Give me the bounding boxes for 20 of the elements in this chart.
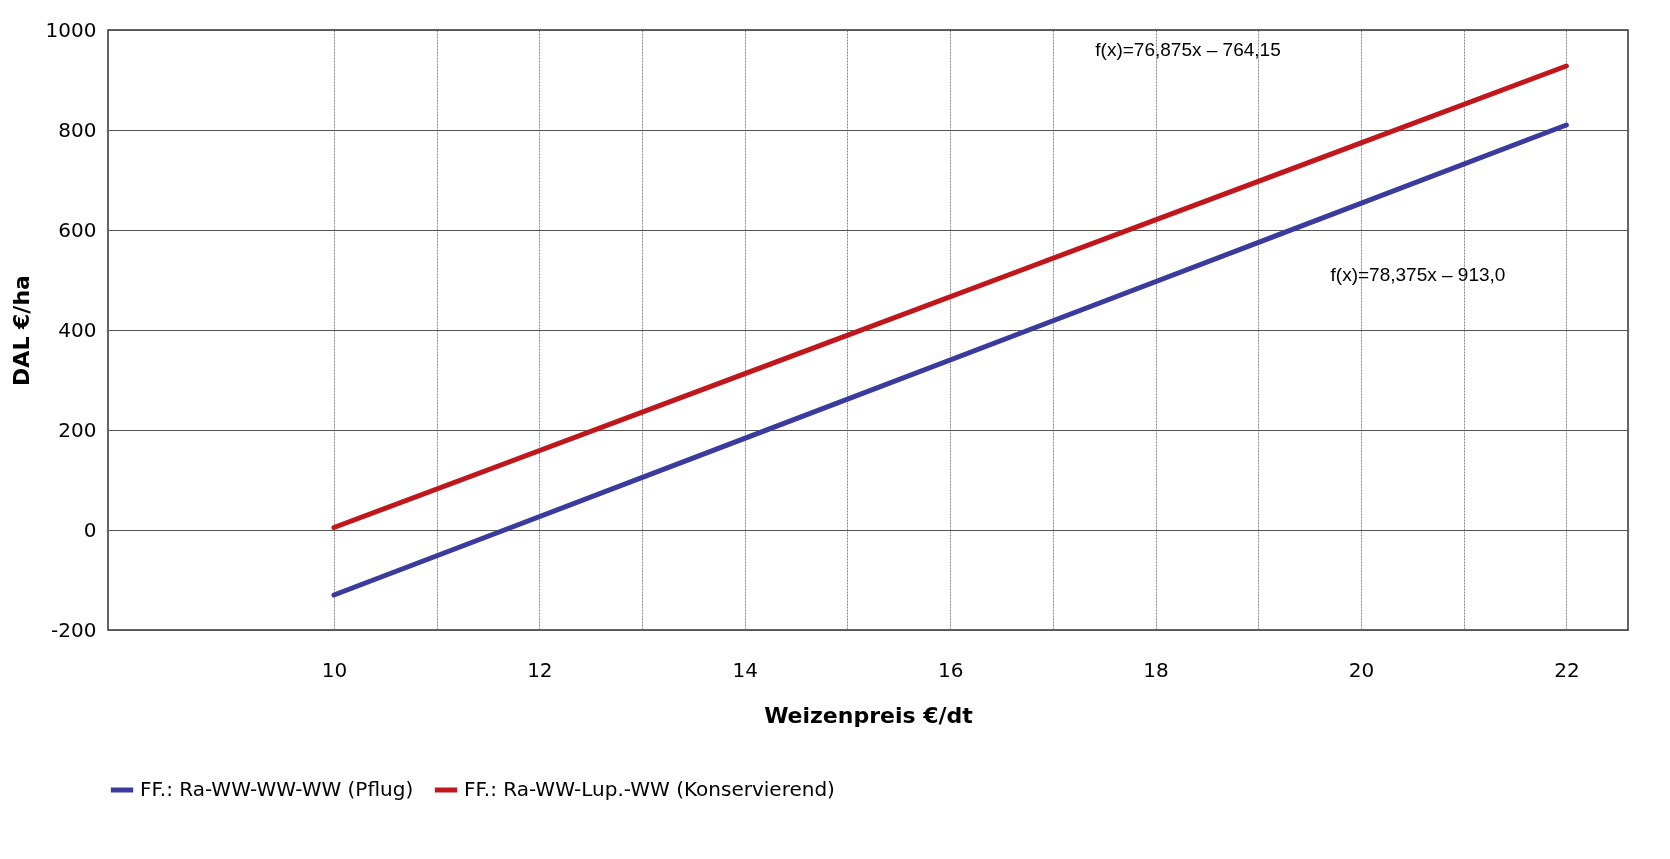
y-axis-title: DAL €/ha [8, 275, 34, 386]
x-tick-label: 16 [937, 657, 964, 682]
y-tick-label: 400 [58, 317, 97, 342]
annotation: f(x)=78,375x – 913,0 [1330, 264, 1506, 285]
x-axis-title: Weizenpreis €/dt [764, 702, 974, 728]
y-tick-label: 200 [58, 417, 97, 442]
x-tick-label: 20 [1348, 657, 1375, 682]
x-tick-label: 14 [732, 657, 758, 682]
x-tick-label: 12 [527, 657, 553, 682]
legend-label: FF.: Ra-WW-Lup.-WW (Konservierend) [464, 777, 835, 801]
x-tick-label: 22 [1554, 657, 1580, 682]
y-tick-label: -200 [51, 617, 97, 642]
legend-label: FF.: Ra-WW-WW-WW (Pflug) [140, 777, 414, 801]
y-tick-label: 1000 [45, 17, 97, 42]
annotation: f(x)=76,875x – 764,15 [1095, 39, 1281, 60]
y-tick-label: 600 [58, 217, 97, 242]
y-tick-label: 800 [58, 117, 97, 142]
x-tick-label: 10 [321, 657, 348, 682]
y-tick-label: 0 [83, 517, 97, 542]
x-tick-label: 18 [1143, 657, 1169, 682]
